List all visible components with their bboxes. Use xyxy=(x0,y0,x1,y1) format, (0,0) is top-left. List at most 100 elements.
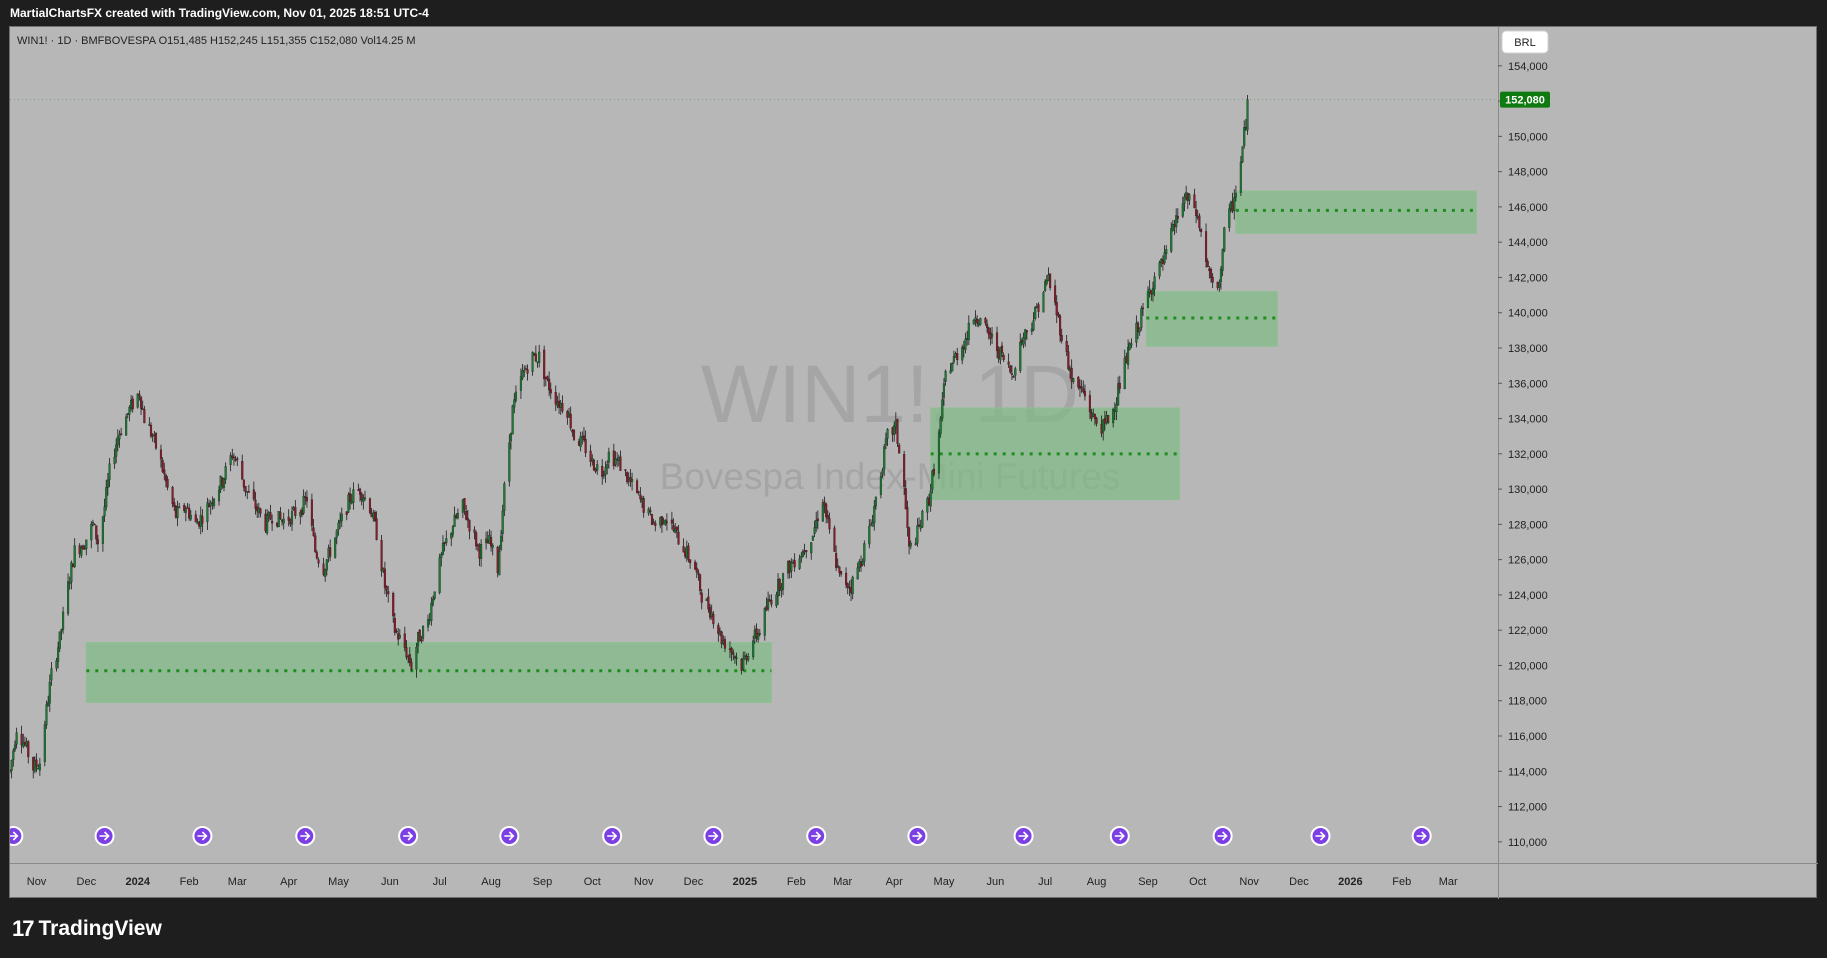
price-tick-label: 120,000 xyxy=(1508,660,1548,672)
candle-body xyxy=(206,502,209,523)
candle-body xyxy=(433,591,436,599)
event-icon[interactable] xyxy=(499,826,520,846)
candle-body xyxy=(1117,383,1120,406)
candle-body xyxy=(498,551,501,576)
candle-body xyxy=(793,560,796,568)
candle-body xyxy=(90,523,93,541)
tradingview-logo[interactable]: 17 TradingView xyxy=(12,916,162,942)
candle-body xyxy=(881,469,884,475)
price-tick-label: 116,000 xyxy=(1508,731,1547,743)
candle-body xyxy=(1239,161,1242,193)
legend-value: 151,485 xyxy=(167,35,207,47)
candle-body xyxy=(1037,304,1040,312)
support-zone[interactable] xyxy=(1235,190,1477,234)
event-icon[interactable] xyxy=(1310,826,1331,846)
candle-body xyxy=(441,543,445,555)
time-tick-label: Aug xyxy=(481,876,501,888)
candle-body xyxy=(408,654,411,663)
candle-body xyxy=(821,502,824,522)
candle-body xyxy=(670,519,673,524)
time-tick-label: Dec xyxy=(77,876,97,888)
candle-body xyxy=(614,458,617,465)
candle-body xyxy=(730,647,733,653)
legend-key: Vol xyxy=(357,35,375,47)
candle-body xyxy=(903,454,906,487)
event-icon[interactable] xyxy=(1109,826,1130,846)
candle-body xyxy=(906,507,909,528)
candle-body xyxy=(171,486,174,505)
time-tick-label: Mar xyxy=(833,876,852,888)
candle-body xyxy=(1135,322,1138,343)
candle-body xyxy=(868,525,871,545)
event-icon[interactable] xyxy=(1212,826,1233,846)
event-icon[interactable] xyxy=(806,826,827,846)
candle-body xyxy=(335,530,338,538)
candle-body xyxy=(80,547,83,556)
event-icon[interactable] xyxy=(1013,826,1034,846)
candle-body xyxy=(833,527,836,552)
candle-body xyxy=(584,438,587,454)
event-icon[interactable] xyxy=(295,826,316,846)
candle-body xyxy=(1044,281,1047,291)
candle-body xyxy=(45,704,48,726)
event-icon[interactable] xyxy=(602,826,623,846)
candle-body xyxy=(1246,99,1249,131)
candle-body xyxy=(1233,197,1236,212)
candle-body xyxy=(1200,228,1203,232)
candle-body xyxy=(91,522,94,524)
candle-body xyxy=(929,490,932,507)
time-tick-label: Oct xyxy=(584,876,601,888)
candle-body xyxy=(879,475,882,495)
candle-body xyxy=(445,538,448,544)
candle-body xyxy=(1000,345,1004,354)
candle-body xyxy=(15,732,18,745)
event-icon[interactable] xyxy=(192,826,213,846)
event-icon[interactable] xyxy=(10,826,24,846)
event-icon[interactable] xyxy=(907,826,928,846)
event-icon[interactable] xyxy=(703,826,724,846)
candle-body xyxy=(398,635,401,639)
time-tick-label: May xyxy=(934,876,955,888)
candle-body xyxy=(1009,365,1012,373)
candle-body xyxy=(606,464,609,468)
candle-body xyxy=(916,525,919,544)
candle-body xyxy=(393,617,396,633)
candle-body xyxy=(652,521,655,524)
candle-body xyxy=(43,724,46,763)
candle-body xyxy=(974,317,977,321)
candle-body xyxy=(639,494,642,500)
candle-body xyxy=(212,498,216,506)
last-price-badge[interactable] xyxy=(1500,91,1550,108)
time-tick-label: Apr xyxy=(280,876,297,888)
candle-body xyxy=(279,512,282,520)
candle-body xyxy=(884,438,887,446)
candle-body xyxy=(521,370,524,379)
candle-body xyxy=(50,668,53,681)
candle-body xyxy=(1070,367,1073,382)
candle-body xyxy=(252,489,255,500)
candle-body xyxy=(70,562,73,583)
support-zone[interactable] xyxy=(85,642,772,704)
time-tick-label: Jul xyxy=(1038,876,1052,888)
candle-body xyxy=(695,567,698,573)
event-icon[interactable] xyxy=(94,826,115,846)
chart-frame[interactable]: WIN1!, 1D Bovespa Index-Mini Futures 110,0… xyxy=(9,26,1818,899)
last-price-label: 152,080 xyxy=(1505,95,1545,107)
candle-body xyxy=(48,681,51,704)
candle-body xyxy=(561,403,564,412)
candle-body xyxy=(149,425,153,437)
candle-body xyxy=(1141,307,1145,310)
event-icon[interactable] xyxy=(1411,826,1432,846)
currency-button[interactable] xyxy=(1501,30,1549,54)
candle-body xyxy=(1093,414,1096,419)
time-tick-label: Aug xyxy=(1087,876,1107,888)
candle-body xyxy=(524,368,527,370)
legend-symbol[interactable]: WIN1! · 1D · BMFBOVESPA xyxy=(17,35,159,47)
event-icon[interactable] xyxy=(398,826,419,846)
candle-body xyxy=(438,557,441,593)
candle-body xyxy=(422,625,425,639)
candle-body xyxy=(519,376,522,391)
candle-body xyxy=(440,554,443,558)
candle-body xyxy=(360,493,363,501)
